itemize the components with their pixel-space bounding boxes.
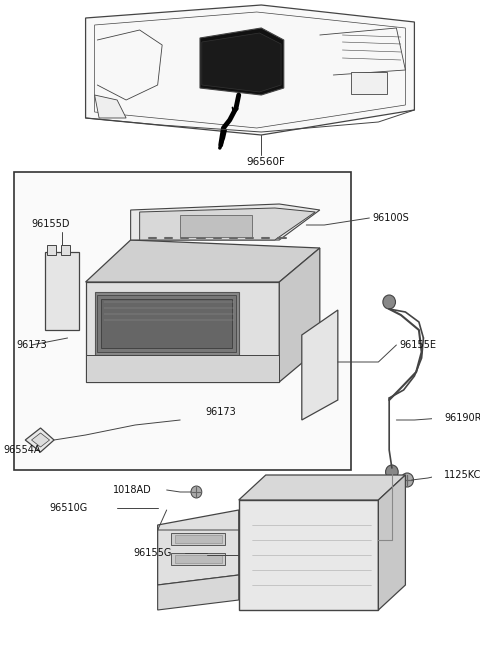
Text: 96190R: 96190R	[444, 413, 480, 423]
Polygon shape	[85, 5, 414, 135]
Bar	[239, 500, 378, 610]
Circle shape	[240, 503, 250, 513]
Text: 96560F: 96560F	[246, 157, 285, 167]
Bar	[171, 553, 225, 565]
Circle shape	[89, 304, 100, 316]
Polygon shape	[157, 575, 239, 610]
Circle shape	[113, 363, 121, 373]
Circle shape	[313, 321, 321, 329]
Circle shape	[198, 363, 207, 373]
Circle shape	[95, 363, 104, 373]
Text: 96155G: 96155G	[133, 548, 172, 558]
Circle shape	[46, 266, 53, 274]
Circle shape	[225, 390, 234, 400]
Circle shape	[327, 350, 336, 360]
Circle shape	[271, 331, 278, 339]
Text: 96173: 96173	[16, 340, 47, 350]
Polygon shape	[45, 252, 79, 330]
Polygon shape	[85, 240, 320, 282]
Text: 96100S: 96100S	[372, 213, 409, 223]
Text: 96173: 96173	[205, 407, 236, 417]
Circle shape	[313, 391, 321, 399]
Circle shape	[271, 291, 278, 299]
Bar	[175, 555, 222, 563]
Bar	[180, 215, 252, 237]
Circle shape	[239, 363, 248, 373]
Bar	[13, 172, 351, 470]
Polygon shape	[140, 208, 315, 240]
Circle shape	[313, 338, 321, 346]
Circle shape	[84, 298, 106, 322]
Bar	[171, 533, 225, 545]
Polygon shape	[279, 248, 320, 382]
Circle shape	[58, 277, 67, 287]
Circle shape	[58, 260, 67, 270]
Circle shape	[360, 590, 370, 600]
Circle shape	[240, 590, 250, 600]
Text: 96155D: 96155D	[32, 219, 70, 229]
Circle shape	[360, 503, 370, 513]
Circle shape	[385, 465, 398, 479]
Bar	[175, 535, 222, 543]
Circle shape	[313, 374, 321, 382]
Circle shape	[70, 318, 96, 346]
Text: 1018AD: 1018AD	[113, 485, 151, 495]
Bar	[351, 72, 387, 94]
Polygon shape	[95, 292, 239, 355]
Polygon shape	[25, 428, 54, 452]
Circle shape	[191, 486, 202, 498]
Circle shape	[176, 363, 185, 373]
Polygon shape	[378, 475, 406, 610]
Circle shape	[383, 295, 396, 309]
Polygon shape	[157, 510, 239, 585]
Polygon shape	[239, 475, 406, 500]
Circle shape	[77, 325, 89, 339]
Circle shape	[135, 363, 144, 373]
Bar	[101, 299, 232, 348]
Bar	[85, 355, 279, 382]
Circle shape	[58, 295, 67, 305]
Circle shape	[271, 351, 278, 359]
Polygon shape	[85, 282, 279, 382]
Circle shape	[219, 363, 228, 373]
Text: 96510G: 96510G	[49, 503, 88, 513]
Circle shape	[401, 473, 413, 487]
Circle shape	[221, 385, 239, 405]
Text: 96155E: 96155E	[399, 340, 436, 350]
Bar	[61, 245, 70, 255]
Polygon shape	[32, 433, 49, 447]
Bar	[97, 295, 236, 352]
Text: 1125KC: 1125KC	[444, 470, 480, 480]
Polygon shape	[95, 95, 126, 118]
Circle shape	[58, 313, 67, 323]
Bar	[47, 245, 56, 255]
Polygon shape	[202, 33, 281, 92]
Polygon shape	[131, 204, 320, 240]
Circle shape	[313, 356, 321, 364]
Circle shape	[156, 363, 165, 373]
Circle shape	[271, 311, 278, 319]
Polygon shape	[200, 28, 284, 95]
Circle shape	[46, 306, 53, 314]
Polygon shape	[302, 310, 338, 420]
Text: 96554A: 96554A	[4, 445, 41, 455]
